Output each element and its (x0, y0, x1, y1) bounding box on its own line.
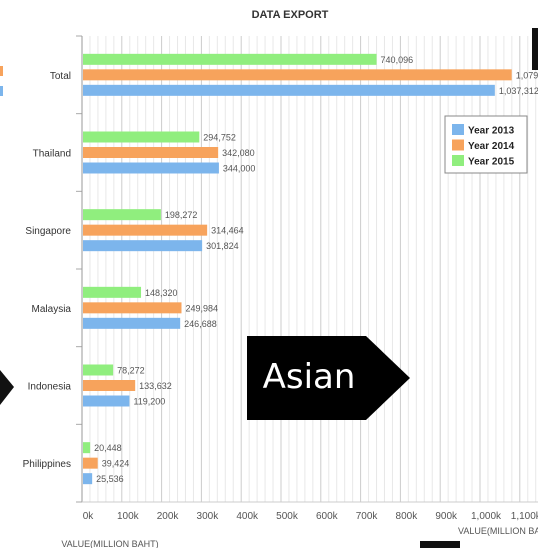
value-labels: 740,096 1,079,648 1,037,312 294,752 342,080 3… (94, 55, 538, 484)
x-axis-title-right: VALUE(MILLION BAH (458, 526, 538, 536)
corner-dark-shape (420, 541, 460, 548)
category-label: Total (50, 71, 71, 82)
x-tick-label: 1,000k (471, 511, 502, 522)
bar[interactable] (83, 162, 219, 174)
left-arrow-shape (0, 370, 14, 405)
x-tick-labels: 0k 100k 200k 300k 400k 500k 600k 700k 800k 900k 1,… (83, 511, 538, 522)
legend-swatch (452, 139, 464, 151)
bar[interactable] (83, 224, 208, 236)
x-tick-label: 700k (356, 511, 379, 522)
bar[interactable] (83, 69, 512, 81)
bar[interactable] (83, 147, 219, 158)
asian-banner: Asian (247, 336, 410, 420)
data-label: 294,752 (203, 133, 236, 143)
data-label: 78,272 (117, 366, 145, 376)
bar[interactable] (83, 53, 377, 65)
bar[interactable] (83, 131, 200, 143)
bar[interactable] (83, 240, 203, 252)
data-label: 246,688 (184, 319, 217, 329)
legend-item[interactable]: Year 2014 (468, 141, 515, 152)
bar[interactable] (83, 395, 130, 407)
x-axis-title: VALUE(MILLION BAHT) (61, 539, 158, 548)
data-label: 119,200 (133, 397, 165, 407)
data-label: 20,448 (94, 443, 122, 453)
data-label: 344,000 (223, 164, 256, 174)
legend-swatch (452, 155, 464, 166)
bar[interactable] (83, 442, 91, 454)
x-tick-label: 400k (236, 511, 259, 522)
bars (83, 53, 512, 485)
bar[interactable] (83, 286, 142, 298)
bar[interactable] (83, 457, 98, 469)
data-label: 301,824 (206, 241, 239, 251)
category-label: Malaysia (32, 304, 72, 315)
banner-text: Asian (263, 357, 356, 397)
data-label: 740,096 (381, 55, 414, 65)
bar[interactable] (83, 473, 93, 485)
category-labels: Total Thailand Singapore Malaysia Indonesia P… (23, 71, 72, 470)
left-legend-swatch-orange (0, 66, 3, 76)
data-label: 1,037,312 (499, 86, 538, 96)
left-legend-swatch-blue (0, 86, 3, 96)
data-label: 148,320 (145, 288, 178, 298)
category-label: Thailand (33, 149, 71, 160)
data-label: 342,080 (222, 148, 255, 158)
grid-lines (76, 35, 538, 503)
chart-title: DATA EXPORT (252, 9, 329, 21)
data-label: 133,632 (139, 381, 172, 391)
category-label: Philippines (23, 459, 71, 470)
x-tick-label: 800k (396, 511, 419, 522)
data-label: 314,464 (211, 226, 244, 236)
data-label: 249,984 (185, 303, 218, 313)
data-label: 198,272 (165, 210, 198, 220)
data-label: 25,536 (96, 474, 124, 484)
bar[interactable] (83, 209, 161, 221)
category-label: Indonesia (28, 382, 72, 393)
bar[interactable] (83, 364, 114, 376)
x-tick-label: 1,100k (511, 511, 538, 522)
bar[interactable] (83, 302, 182, 314)
x-tick-label: 200k (157, 511, 180, 522)
data-label: 1,079,648 (516, 70, 538, 80)
x-tick-label: 300k (197, 511, 220, 522)
legend-item[interactable]: Year 2015 (468, 157, 515, 168)
x-tick-label: 100k (117, 511, 140, 522)
x-tick-label: 900k (435, 511, 458, 522)
bar[interactable] (83, 380, 136, 391)
x-tick-label: 0k (83, 511, 95, 522)
x-tick-label: 600k (316, 511, 339, 522)
legend-item[interactable]: Year 2013 (468, 126, 515, 137)
x-tick-label: 500k (276, 511, 299, 522)
bar[interactable] (83, 317, 181, 329)
legend[interactable]: Year 2013 Year 2014 Year 2015 (444, 115, 528, 174)
data-label: 39,424 (102, 459, 130, 469)
legend-swatch (452, 124, 464, 135)
bar[interactable] (83, 84, 495, 96)
right-edge-dark-shape (532, 28, 538, 70)
category-label: Singapore (25, 226, 71, 237)
